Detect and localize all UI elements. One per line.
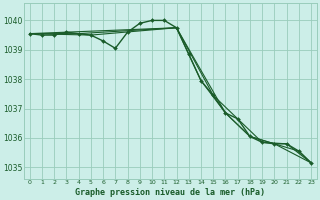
X-axis label: Graphe pression niveau de la mer (hPa): Graphe pression niveau de la mer (hPa) — [76, 188, 265, 197]
